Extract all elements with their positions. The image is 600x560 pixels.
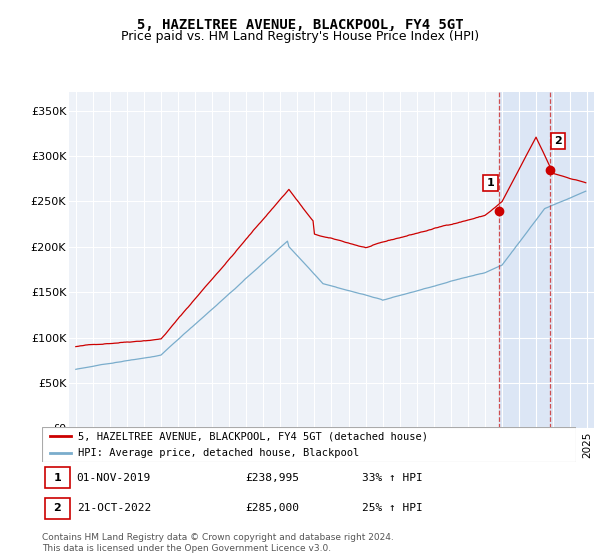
FancyBboxPatch shape [44, 467, 70, 488]
Text: 33% ↑ HPI: 33% ↑ HPI [362, 473, 423, 483]
Bar [499, 92, 594, 428]
Text: 1: 1 [53, 473, 61, 483]
Text: 21-OCT-2022: 21-OCT-2022 [77, 503, 151, 514]
Text: Contains HM Land Registry data © Crown copyright and database right 2024.
This d: Contains HM Land Registry data © Crown c… [42, 534, 394, 553]
FancyBboxPatch shape [42, 427, 576, 462]
Text: £238,995: £238,995 [245, 473, 299, 483]
Text: HPI: Average price, detached house, Blackpool: HPI: Average price, detached house, Blac… [79, 448, 359, 458]
Text: 01-NOV-2019: 01-NOV-2019 [77, 473, 151, 483]
Text: 2: 2 [53, 503, 61, 514]
FancyBboxPatch shape [44, 498, 70, 519]
Text: £285,000: £285,000 [245, 503, 299, 514]
Text: 5, HAZELTREE AVENUE, BLACKPOOL, FY4 5GT: 5, HAZELTREE AVENUE, BLACKPOOL, FY4 5GT [137, 18, 463, 32]
Text: 25% ↑ HPI: 25% ↑ HPI [362, 503, 423, 514]
Text: 2: 2 [554, 136, 562, 146]
Text: Price paid vs. HM Land Registry's House Price Index (HPI): Price paid vs. HM Land Registry's House … [121, 30, 479, 43]
Text: 1: 1 [487, 178, 494, 188]
Text: 5, HAZELTREE AVENUE, BLACKPOOL, FY4 5GT (detached house): 5, HAZELTREE AVENUE, BLACKPOOL, FY4 5GT … [79, 431, 428, 441]
